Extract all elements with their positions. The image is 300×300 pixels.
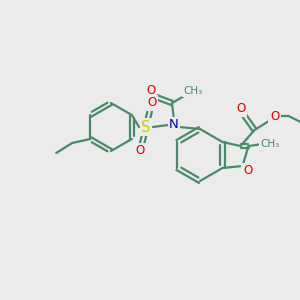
Text: CH₃: CH₃ (183, 86, 202, 96)
Text: S: S (141, 119, 151, 134)
Text: O: O (135, 145, 145, 158)
Text: O: O (243, 164, 252, 178)
Text: N: N (169, 118, 179, 131)
Text: O: O (270, 110, 279, 124)
Text: O: O (236, 103, 245, 116)
Text: CH₃: CH₃ (260, 139, 279, 149)
Text: O: O (147, 97, 157, 110)
Text: O: O (146, 85, 156, 98)
